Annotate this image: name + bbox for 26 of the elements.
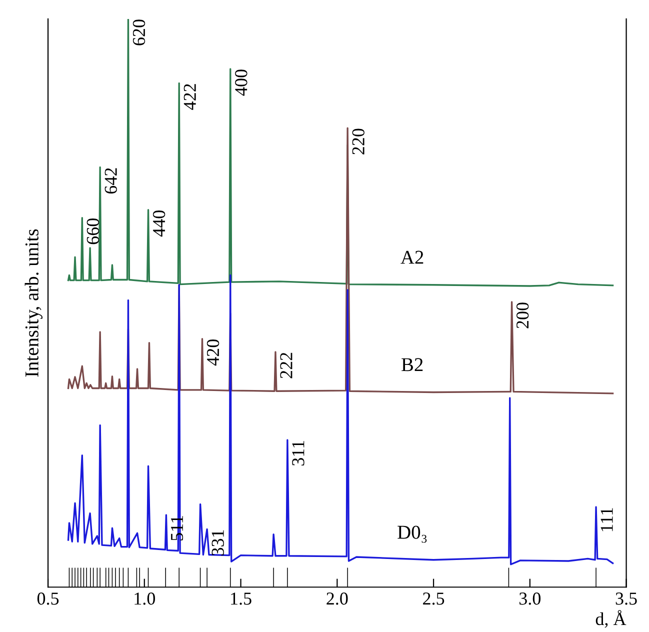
x-axis-title: d, Å <box>596 610 626 628</box>
annotation: 620 <box>132 20 146 46</box>
x-tick-label: 0.5 <box>37 592 59 605</box>
annotation: 660 <box>86 218 100 244</box>
annotation: 311 <box>292 441 304 466</box>
x-tick-label: 3.5 <box>616 592 637 605</box>
annotation: 440 <box>152 210 166 237</box>
annotation: 222 <box>280 352 292 378</box>
series-label: D0₃ <box>398 526 427 543</box>
x-tick-label: 1.5 <box>231 592 252 605</box>
annotation: 220 <box>352 128 364 154</box>
x-tick-label: 1.0 <box>134 592 155 605</box>
series-label: A2 <box>400 250 424 264</box>
x-tick-label: 3.0 <box>519 592 541 605</box>
annotation: 642 <box>104 168 117 194</box>
annotation: 400 <box>235 70 248 96</box>
annotation: 420 <box>206 340 220 366</box>
annotation: 331 <box>212 530 224 556</box>
series-label: B2 <box>402 358 423 372</box>
annotation: 422 <box>184 84 196 110</box>
x-tick-label: 2.0 <box>326 592 348 605</box>
x-tick-label: 2.5 <box>423 592 444 605</box>
y-axis-title: Intensity, arb. units <box>24 229 42 377</box>
annotation: 200 <box>516 302 529 328</box>
annotation: 511 <box>170 516 184 540</box>
annotation: 111 <box>600 508 613 532</box>
